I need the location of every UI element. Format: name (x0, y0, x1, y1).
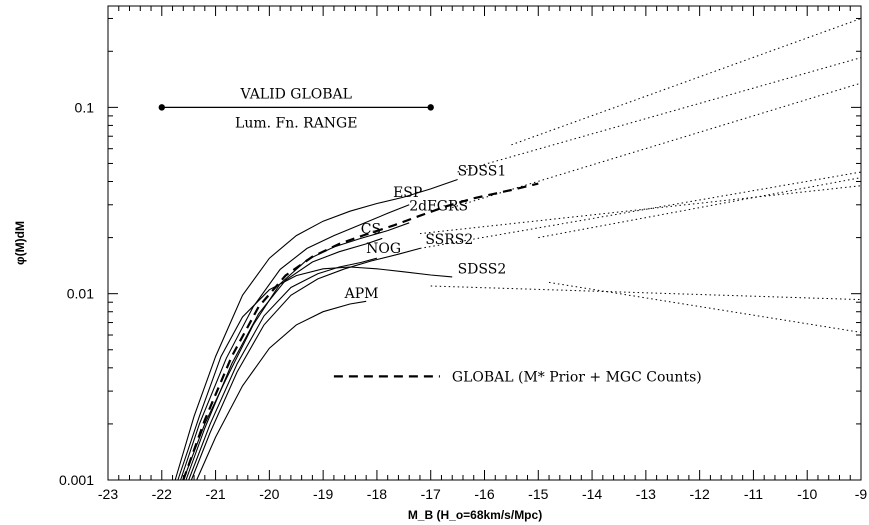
x-tick-label: -23 (98, 486, 118, 502)
x-tick-label: -22 (152, 486, 172, 502)
x-tick-label: -21 (205, 486, 225, 502)
y-tick-label: 0.01 (67, 286, 94, 302)
x-tick-label: -10 (797, 486, 817, 502)
curve-cs (186, 238, 382, 480)
y-tick-label: 0.1 (75, 99, 95, 115)
curve-apm (197, 301, 367, 480)
legend-label: GLOBAL (M* Prior + MGC Counts) (452, 369, 702, 385)
x-axis-label: M_B (H_o=68km/s/Mpc) (408, 508, 542, 522)
x-tick-label: -11 (744, 486, 763, 502)
y-axis-label: φ(M)dM (13, 221, 27, 265)
x-tick-label: -18 (367, 486, 387, 502)
valid-range-label-bottom: Lum. Fn. RANGE (235, 115, 357, 131)
axis-ticks: -23 -22 -21 -20 -19 -18 -17 -16 -15 -14 -13 -12 -11 -… (59, 6, 867, 502)
x-tick-label: -17 (421, 486, 441, 502)
curve-2dfgrs (183, 223, 409, 480)
extrapolation-apm (431, 286, 861, 300)
y-tick-label: 0.001 (59, 472, 94, 488)
extrapolation-cs (420, 186, 861, 234)
curve-label-apm: APM (344, 286, 379, 302)
x-tick-label: -13 (636, 486, 656, 502)
x-tick-label: -12 (690, 486, 710, 502)
extrapolation-nog (420, 172, 861, 248)
extrapolation-esp (458, 58, 861, 172)
extrapolation-sdss1 (511, 19, 861, 145)
x-tick-label: -15 (528, 486, 548, 502)
x-tick-label: -16 (474, 486, 494, 502)
valid-range-end-dot (428, 104, 434, 110)
curve-label-ssrs2: SSRS2 (425, 232, 473, 248)
x-tick-label: -14 (582, 486, 602, 502)
curve-sdss2 (178, 267, 452, 480)
extrapolation-ssrs2 (538, 178, 861, 238)
curve-ssrs2 (191, 248, 420, 480)
x-tick-label: -20 (259, 486, 279, 502)
valid-range-label-top: VALID GLOBAL (240, 86, 352, 102)
curve-sdss1 (175, 180, 457, 481)
extrapolation-sdss2 (549, 282, 861, 332)
x-tick-label: -19 (313, 486, 333, 502)
x-tick-label: -9 (855, 486, 868, 502)
curve-label-sdss1: SDSS1 (458, 164, 507, 180)
valid-range-start-dot (159, 104, 165, 110)
curve-label-2dfgrs: 2dFGRS (409, 198, 468, 214)
curve-label-sdss2: SDSS2 (458, 262, 507, 278)
